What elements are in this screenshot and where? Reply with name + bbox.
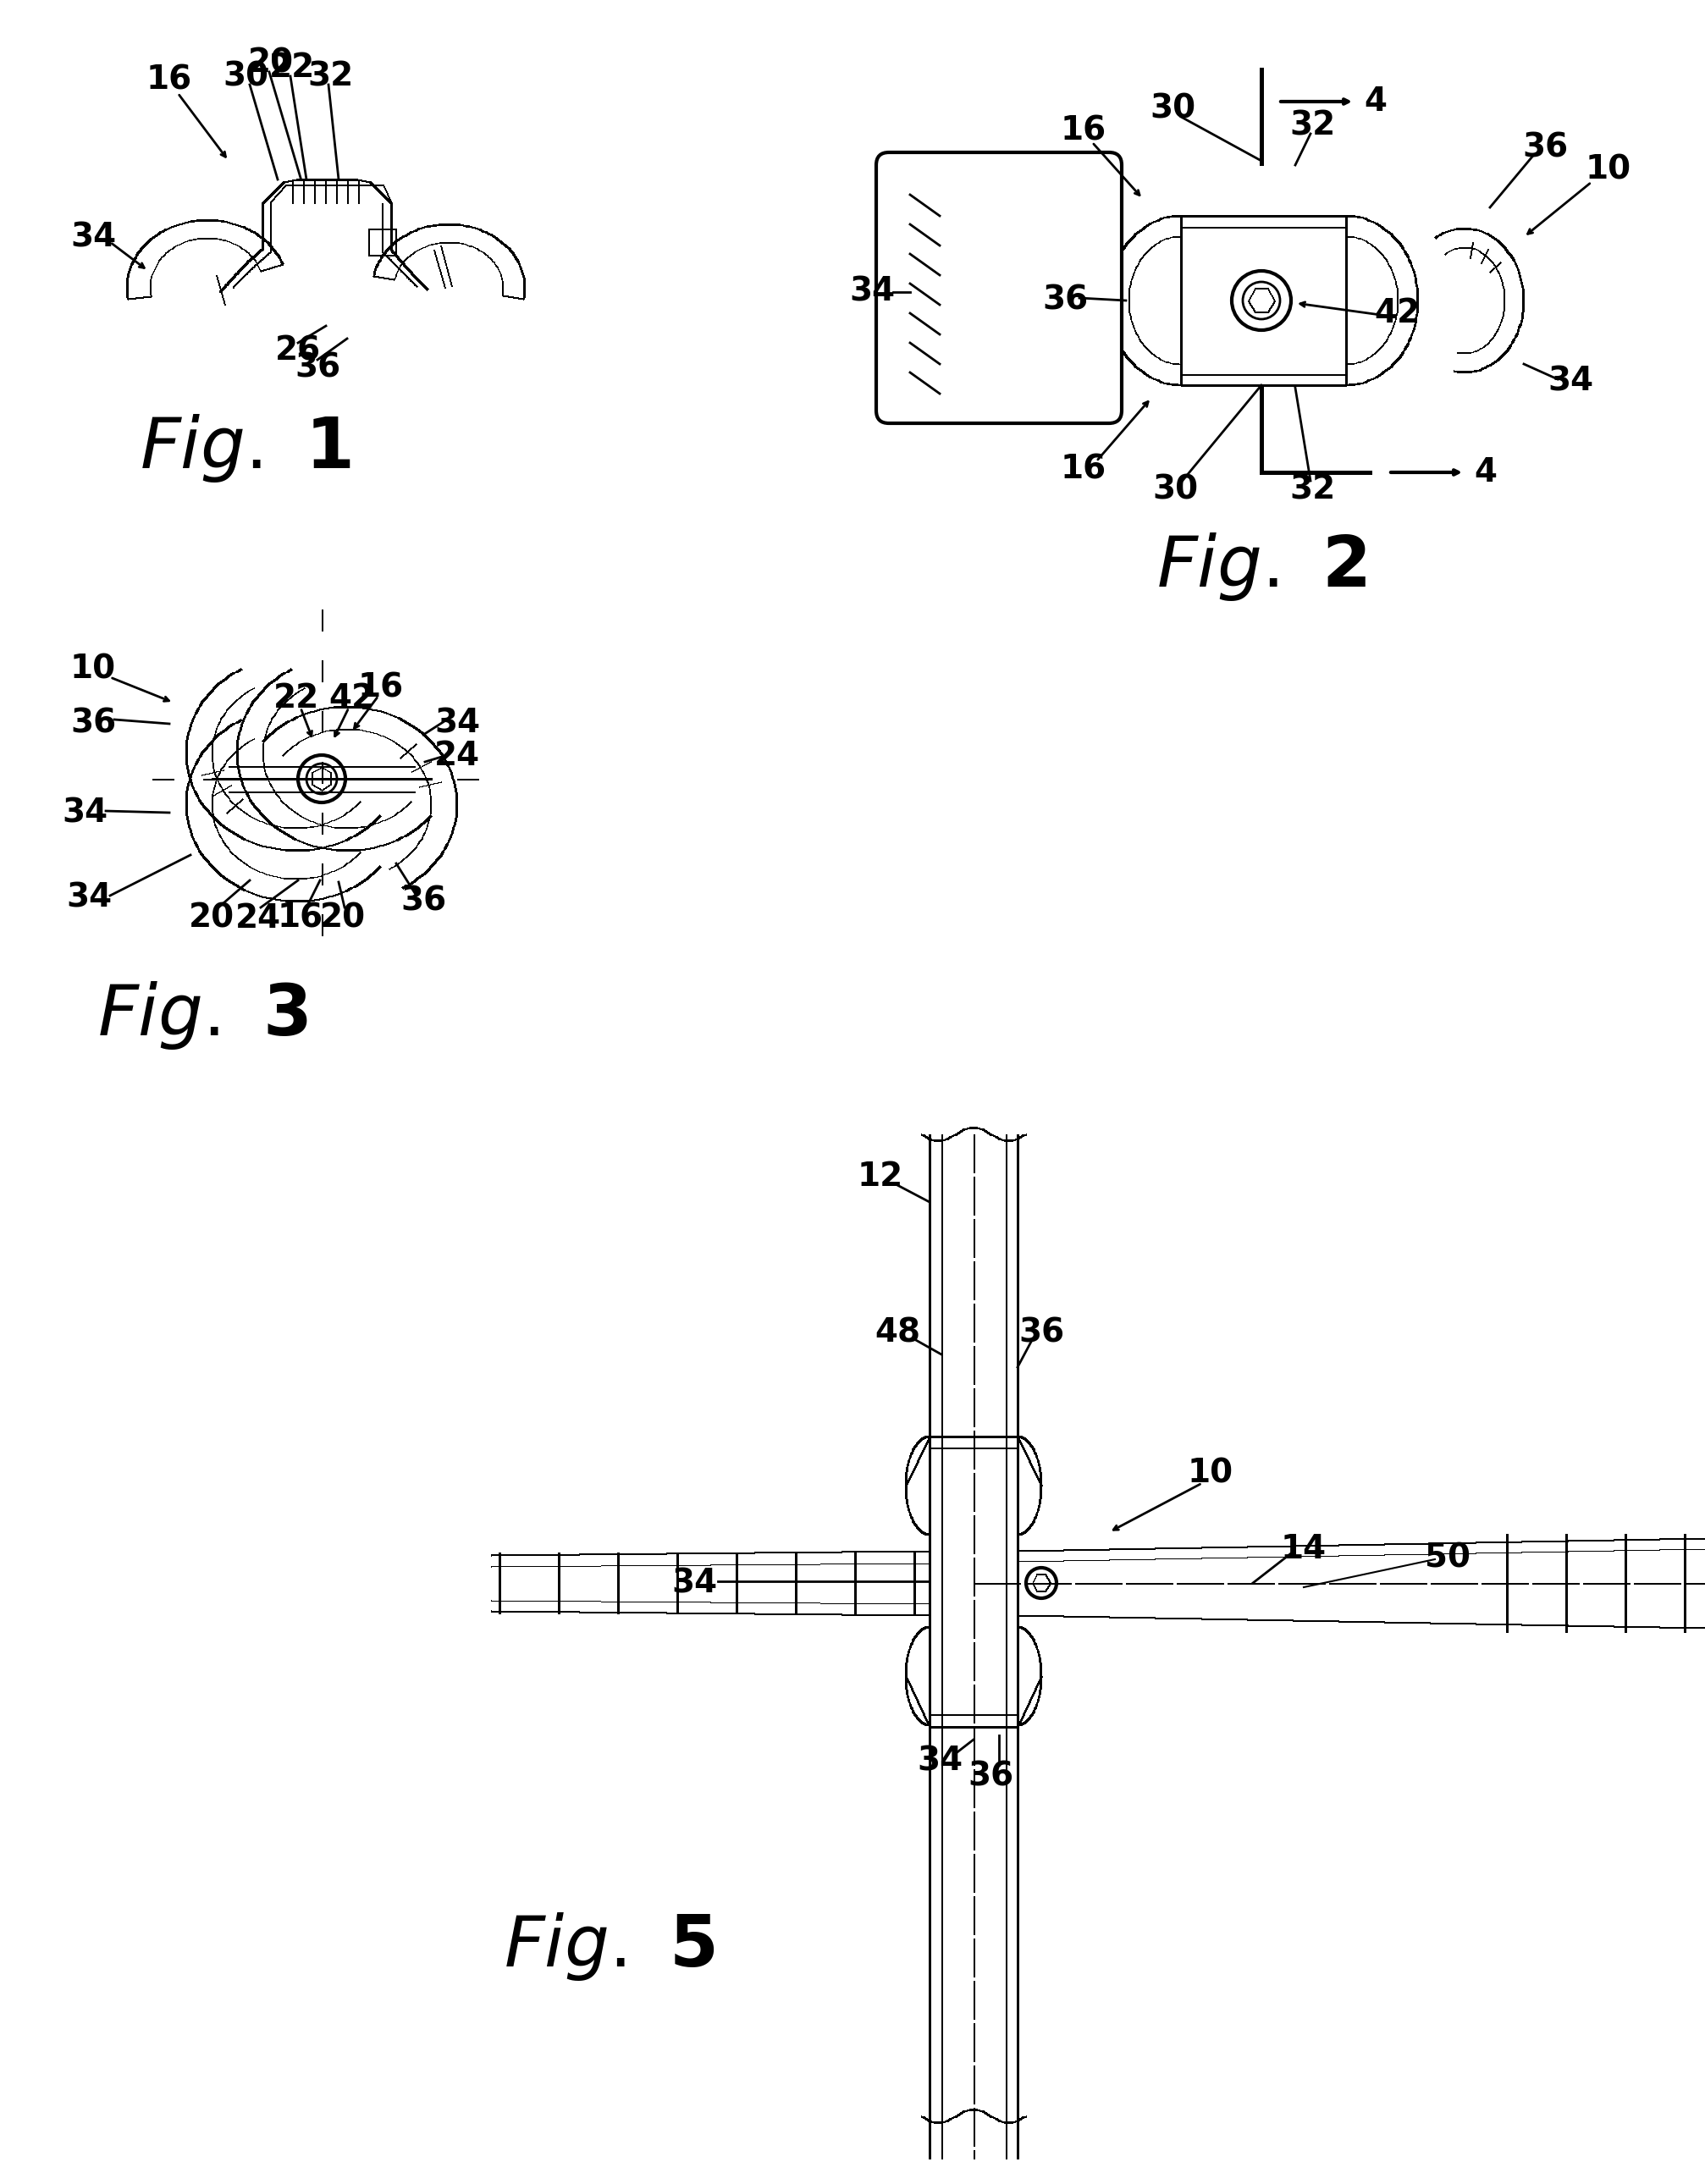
Text: 32: 32 <box>1289 474 1335 505</box>
Text: 30: 30 <box>223 61 268 92</box>
Text: 42: 42 <box>329 681 373 714</box>
Text: 34: 34 <box>435 708 481 740</box>
Text: 36: 36 <box>70 708 116 740</box>
Text: 36: 36 <box>967 1760 1013 1793</box>
Text: $\mathit{Fig.}$ $\mathbf{1}$: $\mathit{Fig.}$ $\mathbf{1}$ <box>140 413 351 485</box>
Text: 12: 12 <box>858 1160 904 1192</box>
Text: 36: 36 <box>1042 284 1088 317</box>
Text: 36: 36 <box>1018 1317 1064 1350</box>
Text: 34: 34 <box>66 880 113 913</box>
Text: 34: 34 <box>672 1566 718 1599</box>
Text: 20: 20 <box>247 48 293 79</box>
FancyBboxPatch shape <box>876 153 1122 424</box>
Text: 24: 24 <box>235 902 281 935</box>
Text: 16: 16 <box>358 670 404 703</box>
Text: 34: 34 <box>1548 365 1592 397</box>
Text: $\mathit{Fig.}$ $\mathbf{5}$: $\mathit{Fig.}$ $\mathbf{5}$ <box>503 1911 716 1983</box>
Text: 48: 48 <box>875 1317 921 1350</box>
Text: 24: 24 <box>435 740 481 771</box>
Text: 34: 34 <box>70 221 116 253</box>
Text: 10: 10 <box>1188 1457 1233 1489</box>
Text: 20: 20 <box>321 902 367 935</box>
Text: 14: 14 <box>1280 1533 1326 1566</box>
Text: 22: 22 <box>269 52 315 83</box>
Text: 32: 32 <box>1289 109 1335 142</box>
Text: $\mathit{Fig.}$ $\mathbf{2}$: $\mathit{Fig.}$ $\mathbf{2}$ <box>1156 531 1367 603</box>
Text: 30: 30 <box>1153 474 1199 505</box>
Text: 50: 50 <box>1425 1542 1470 1575</box>
Text: 36: 36 <box>295 352 341 384</box>
Text: 16: 16 <box>147 63 193 96</box>
Text: $\mathit{Fig.}$ $\mathbf{3}$: $\mathit{Fig.}$ $\mathbf{3}$ <box>97 981 309 1053</box>
Text: 16: 16 <box>1061 454 1107 485</box>
Text: 20: 20 <box>189 902 235 935</box>
Text: 4: 4 <box>1475 456 1497 489</box>
Text: 32: 32 <box>307 61 353 92</box>
Text: 34: 34 <box>849 275 895 308</box>
Text: 36: 36 <box>401 885 447 917</box>
Text: 4: 4 <box>1364 85 1388 118</box>
Text: 42: 42 <box>1374 297 1420 330</box>
Text: 36: 36 <box>1523 131 1569 164</box>
Text: 10: 10 <box>70 653 116 686</box>
Text: 26: 26 <box>275 334 321 367</box>
Text: 16: 16 <box>278 902 324 935</box>
Text: 34: 34 <box>917 1745 963 1778</box>
Text: 16: 16 <box>1061 116 1107 146</box>
Text: 30: 30 <box>1149 92 1195 124</box>
Text: 10: 10 <box>1586 153 1632 186</box>
Text: 22: 22 <box>273 681 319 714</box>
Text: 34: 34 <box>61 797 107 828</box>
